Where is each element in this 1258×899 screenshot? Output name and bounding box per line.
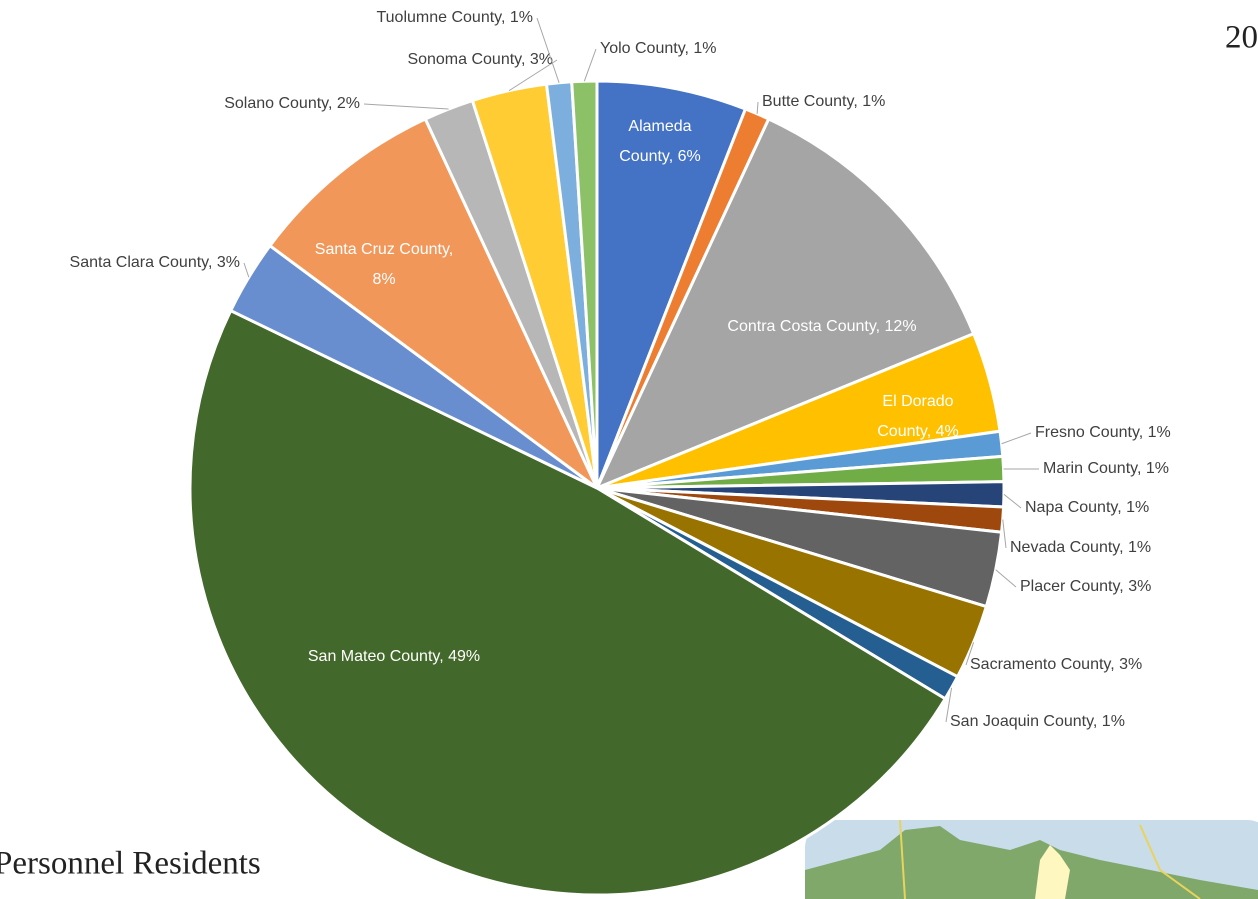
data-label: Butte County, 1% bbox=[762, 93, 885, 110]
data-label: Sacramento County, 3% bbox=[970, 656, 1142, 673]
data-label: Yolo County, 1% bbox=[600, 40, 717, 57]
pie-slice bbox=[595, 79, 748, 489]
map-road bbox=[899, 819, 1201, 899]
map-thumbnail bbox=[805, 819, 1258, 899]
leader-line bbox=[995, 569, 1017, 588]
data-label: Nevada County, 1% bbox=[1010, 539, 1151, 556]
data-label: Tuolumne County, 1% bbox=[376, 9, 533, 26]
data-label: Sonoma County, 3% bbox=[407, 51, 553, 68]
pie-slice bbox=[594, 116, 976, 491]
leader-line bbox=[363, 103, 449, 110]
leader-line bbox=[1002, 519, 1007, 549]
leader-line bbox=[508, 59, 558, 92]
data-label: Solano County, 2% bbox=[224, 95, 360, 112]
leader-line bbox=[945, 687, 953, 723]
pie-chart: Alameda County, 6% Butte County, 1% Contra … bbox=[70, 9, 1171, 897]
page-fragment: 20 bbox=[1225, 20, 1258, 56]
data-label: Placer County, 3% bbox=[1020, 578, 1151, 595]
map-land bbox=[805, 826, 1258, 899]
leader-line bbox=[583, 48, 597, 82]
data-label: Santa Cruz County, 8% bbox=[315, 241, 453, 288]
data-label: San Mateo County, 49% bbox=[308, 648, 480, 665]
data-label: Marin County, 1% bbox=[1043, 460, 1169, 477]
leader-line bbox=[965, 642, 975, 666]
map-highlight bbox=[1035, 845, 1070, 899]
data-label: Alameda County, 6% bbox=[619, 118, 701, 165]
pie-slice bbox=[188, 308, 948, 897]
data-label: Santa Clara County, 3% bbox=[70, 254, 240, 271]
leader-line bbox=[243, 262, 250, 278]
data-label: El Dorado County, 4% bbox=[877, 393, 959, 440]
data-label: Napa County, 1% bbox=[1025, 499, 1149, 516]
leader-line bbox=[536, 17, 560, 83]
data-label: Contra Costa County, 12% bbox=[727, 318, 916, 335]
data-label: Fresno County, 1% bbox=[1035, 424, 1171, 441]
leader-line bbox=[756, 101, 759, 114]
leader-line bbox=[1003, 493, 1022, 509]
data-label: San Joaquin County, 1% bbox=[950, 713, 1125, 730]
page-fragment: Personnel Residents bbox=[0, 846, 261, 882]
leader-line bbox=[1001, 432, 1032, 445]
pie-slice bbox=[267, 116, 599, 490]
